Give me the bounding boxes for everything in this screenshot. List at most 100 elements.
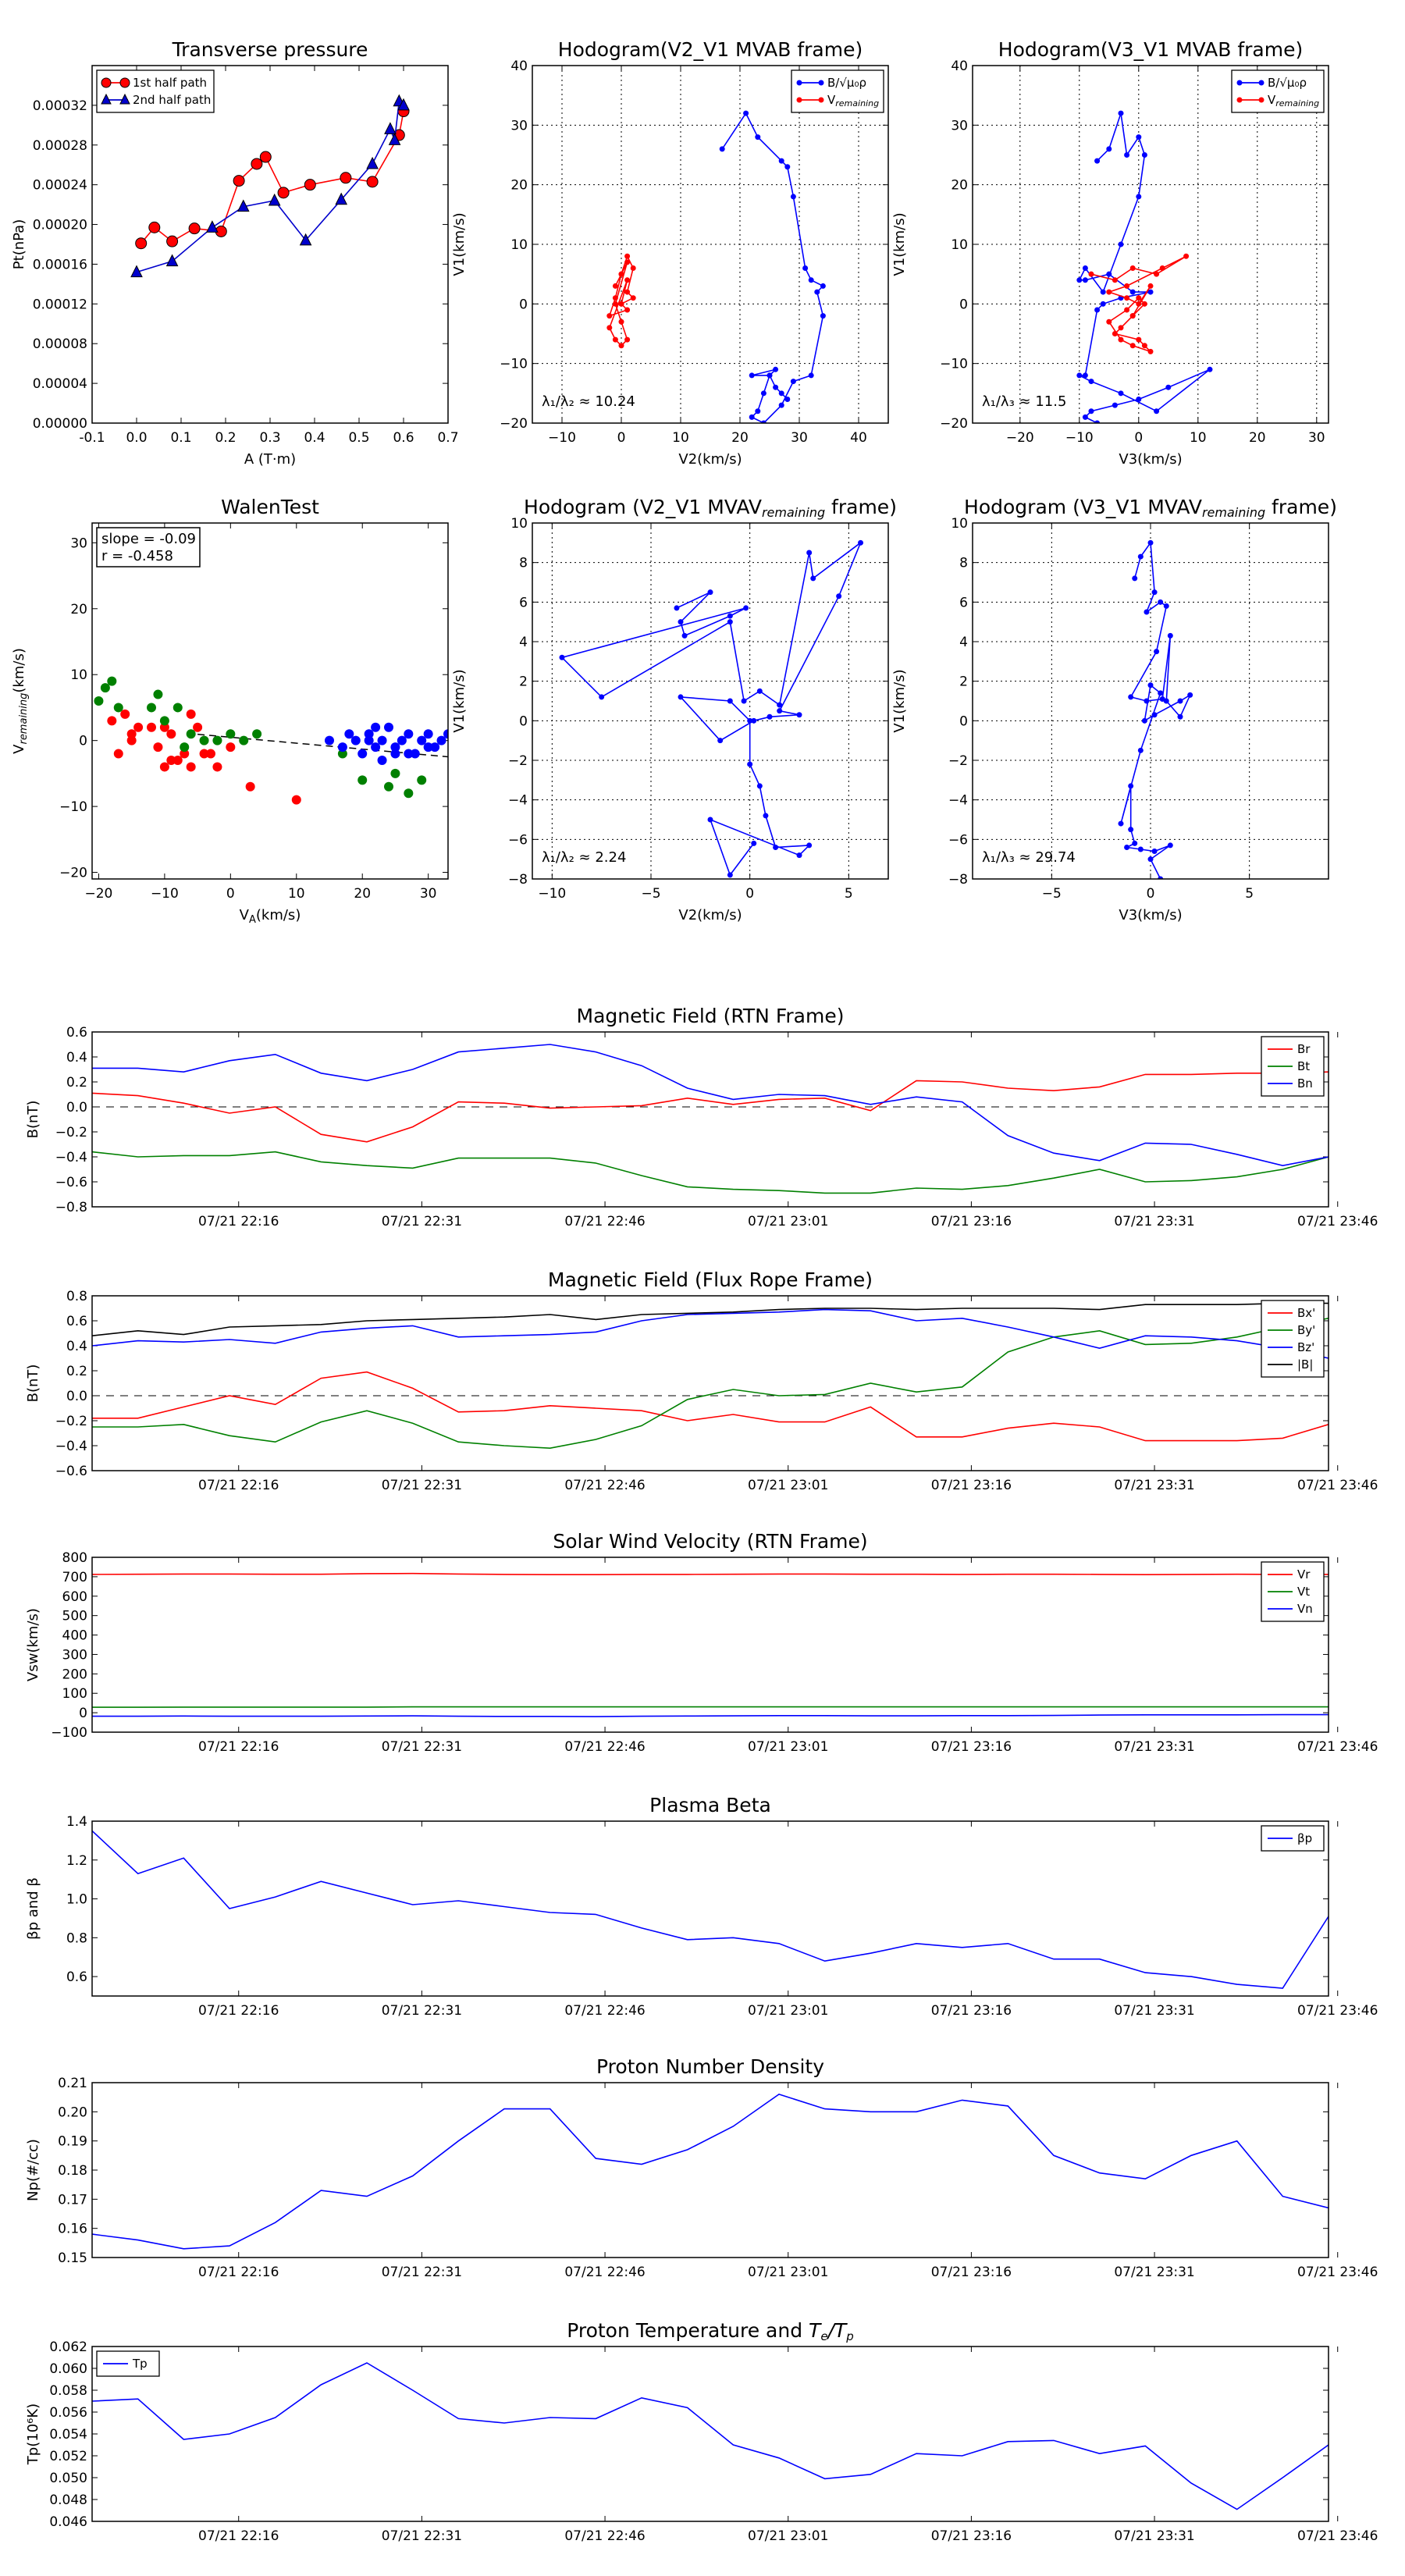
data-point xyxy=(206,220,219,233)
legend-box xyxy=(791,69,884,113)
data-point xyxy=(165,254,179,267)
data-point xyxy=(340,172,352,184)
tick-label-y: −4 xyxy=(948,793,968,809)
tick-label-x: 0 xyxy=(226,886,235,902)
data-point xyxy=(618,301,624,307)
legend: Br Bt Bn xyxy=(1261,1036,1325,1097)
tick-label-y: 40 xyxy=(951,59,968,74)
data-point xyxy=(1082,265,1088,272)
legend-marker xyxy=(1236,80,1243,86)
data-point xyxy=(1177,713,1183,720)
legend: Tp xyxy=(96,2350,160,2377)
tick-label-y: 0.00008 xyxy=(33,336,87,352)
annotation-box xyxy=(96,527,201,568)
data-point xyxy=(384,722,393,732)
legend-label: Vremaining xyxy=(1268,93,1319,109)
data-point xyxy=(1136,295,1142,301)
tick-label-y: 0.046 xyxy=(49,2514,87,2530)
tick-label-y: −0.6 xyxy=(55,1175,87,1190)
data-point xyxy=(159,716,169,726)
data-point xyxy=(364,729,374,739)
tick-label-x: 07/21 22:31 xyxy=(382,1739,462,1755)
tick-label-y: 500 xyxy=(62,1609,87,1624)
legend-marker xyxy=(796,80,802,86)
chart-title: Magnetic Field (Flux Rope Frame) xyxy=(548,1268,873,1291)
axes-frame xyxy=(91,1820,1329,1997)
legend-marker xyxy=(119,77,130,88)
legend-marker xyxy=(1258,97,1264,103)
tick-label-x: 07/21 23:16 xyxy=(931,1739,1012,1755)
data-point xyxy=(760,390,767,397)
legend-label: Tp xyxy=(132,2357,148,2371)
legend-marker xyxy=(1236,97,1243,103)
tick-label-y: −2 xyxy=(508,753,528,769)
annotation: λ₁/λ₃ ≈ 11.5 xyxy=(982,393,1066,410)
tick-label-x: 0.7 xyxy=(437,430,458,446)
tick-label-x: 07/21 22:46 xyxy=(564,2003,645,2019)
data-point xyxy=(743,605,749,611)
tick-label-y: −100 xyxy=(51,1725,87,1741)
data-point xyxy=(277,187,290,199)
tick-label-x: 40 xyxy=(850,430,867,446)
tick-label-y: 4 xyxy=(519,635,528,650)
tick-label-x: 07/21 23:46 xyxy=(1297,2528,1378,2544)
tick-label-x: 0.5 xyxy=(348,430,369,446)
data-point xyxy=(1094,307,1101,313)
tick-label-x: 07/21 23:31 xyxy=(1114,1478,1194,1493)
data-point xyxy=(1137,747,1144,753)
legend: Vr Vt Vn xyxy=(1261,1561,1325,1622)
data-point xyxy=(1147,682,1154,688)
plot-area xyxy=(92,2094,1329,2250)
axes-frame xyxy=(532,522,889,880)
data-point xyxy=(1118,390,1124,397)
tick-label-y: 30 xyxy=(70,535,87,551)
plot-area xyxy=(92,1044,1329,1194)
data-point xyxy=(94,696,104,706)
legend-label: 2nd half path xyxy=(133,93,211,107)
data-point xyxy=(1124,844,1130,850)
data-point xyxy=(749,414,755,420)
tick-label-y: 20 xyxy=(70,602,87,617)
y-axis-label: Vremaining(km/s) xyxy=(11,648,30,754)
data-point xyxy=(1129,265,1136,272)
data-point xyxy=(678,619,684,625)
series-line-By' xyxy=(92,1318,1329,1450)
tick-label-x: 07/21 23:16 xyxy=(931,2528,1012,2544)
chart-title: Magnetic Field (RTN Frame) xyxy=(577,1005,845,1027)
data-point xyxy=(1112,402,1118,408)
tick-label-y: 0 xyxy=(79,1706,87,1721)
tick-label-y: 300 xyxy=(62,1647,87,1663)
tick-label-y: 0.8 xyxy=(66,1930,87,1946)
data-point xyxy=(226,742,236,753)
data-point xyxy=(767,713,773,720)
data-point xyxy=(1159,265,1165,272)
plot-area xyxy=(92,2362,1329,2510)
tick-label-x: 07/21 22:46 xyxy=(564,1214,645,1229)
data-point xyxy=(1144,698,1150,704)
data-point xyxy=(1106,271,1112,277)
tick-label-y: 8 xyxy=(959,556,968,571)
legend-label: Vn xyxy=(1297,1602,1313,1616)
data-point xyxy=(1147,856,1154,863)
data-point xyxy=(1118,325,1124,331)
tick-label-y: 0.0 xyxy=(66,1100,87,1115)
y-axis-label: B(nT) xyxy=(25,1101,41,1139)
tick-label-y: 10 xyxy=(951,237,968,253)
data-point xyxy=(1124,152,1130,158)
data-point xyxy=(624,253,631,259)
tick-label-x: 07/21 22:31 xyxy=(382,2528,462,2544)
data-point xyxy=(166,729,176,739)
data-point xyxy=(747,761,753,767)
series-line-Bz' xyxy=(92,1308,1329,1359)
data-point xyxy=(1094,158,1101,164)
tick-label-x: 0 xyxy=(617,430,626,446)
tick-label-y: 2 xyxy=(959,674,968,690)
data-point xyxy=(1128,783,1134,789)
data-point xyxy=(1129,343,1136,349)
data-point xyxy=(107,716,117,726)
data-point xyxy=(1106,289,1112,295)
x-axis-label: A (T·m) xyxy=(244,451,296,468)
series-line-V_remaining xyxy=(608,254,635,347)
data-point xyxy=(1165,384,1172,390)
tick-label-x: 07/21 23:16 xyxy=(931,2003,1012,2019)
